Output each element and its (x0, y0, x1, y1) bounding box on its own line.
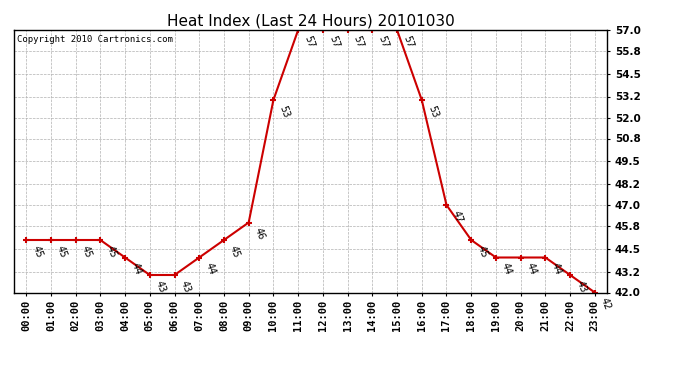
Text: 45: 45 (80, 244, 93, 259)
Text: 44: 44 (549, 262, 563, 277)
Text: 45: 45 (475, 244, 489, 259)
Text: 45: 45 (104, 244, 118, 259)
Text: 46: 46 (253, 226, 266, 242)
Text: 57: 57 (302, 34, 316, 50)
Text: 57: 57 (401, 34, 415, 50)
Title: Heat Index (Last 24 Hours) 20101030: Heat Index (Last 24 Hours) 20101030 (166, 14, 455, 29)
Text: 44: 44 (500, 262, 513, 277)
Text: 45: 45 (55, 244, 69, 259)
Text: Copyright 2010 Cartronics.com: Copyright 2010 Cartronics.com (17, 35, 172, 44)
Text: 45: 45 (30, 244, 44, 259)
Text: 57: 57 (352, 34, 366, 50)
Text: 47: 47 (451, 209, 464, 224)
Text: 45: 45 (228, 244, 242, 259)
Text: 43: 43 (574, 279, 588, 294)
Text: 44: 44 (129, 262, 143, 277)
Text: 53: 53 (426, 104, 440, 119)
Text: 53: 53 (277, 104, 291, 119)
Text: 43: 43 (179, 279, 193, 294)
Text: 42: 42 (599, 297, 613, 312)
Text: 44: 44 (204, 262, 217, 277)
Text: 44: 44 (525, 262, 538, 277)
Text: 57: 57 (327, 34, 341, 50)
Text: 57: 57 (377, 34, 390, 50)
Text: 43: 43 (154, 279, 168, 294)
